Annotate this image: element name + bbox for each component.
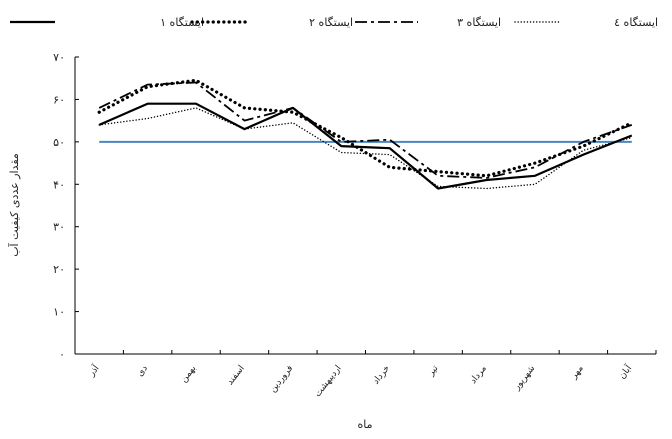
y-tick-label: ۴۰ — [53, 178, 65, 191]
legend-label: ایستگاه ۳ — [457, 16, 501, 29]
x-category-label: مهر — [569, 364, 586, 382]
legend-label: ایستگاه ٤ — [614, 16, 658, 29]
legend-item-2: ایستگاه ۲ — [190, 16, 353, 29]
series-line-3 — [98, 81, 633, 179]
legend-item-3: ایستگاه ۳ — [355, 16, 501, 29]
legend-label: ایستگاه ۲ — [309, 16, 353, 29]
legend: ایستگاه ۱ ایستگاه ۲ ایستگاه ۳ ایستگاه ٤ — [10, 16, 658, 29]
legend-label: ایستگاه ۱ — [160, 16, 204, 29]
x-category-label: خرداد — [371, 364, 392, 387]
y-tick-label: ۳۰ — [53, 221, 65, 234]
y-tick-label: ۱۰ — [53, 306, 65, 319]
x-category-label: مرداد — [469, 364, 489, 386]
x-category-label: دی — [135, 364, 150, 379]
x-category-label: اسفند — [225, 364, 246, 388]
y-axis-label: مقدار عددی کیفیت آب — [7, 153, 21, 257]
x-category-label: آبان — [616, 362, 635, 381]
series-line-1 — [98, 102, 633, 190]
y-tick-label: ۵۰ — [53, 136, 65, 149]
x-ticks: آذر دی بهمن اسفند فروردین اردیبهشت خرداد تیر مرد… — [74, 350, 657, 399]
x-category-label: شهریور — [511, 364, 537, 393]
x-category-label: اردیبهشت — [313, 364, 344, 399]
x-category-label: فروردین — [268, 364, 295, 395]
x-category-label: آذر — [85, 362, 102, 379]
x-category-label: تیر — [426, 363, 441, 378]
y-tick-label: ۷۰ — [53, 51, 65, 64]
legend-item-4: ایستگاه ٤ — [514, 16, 658, 29]
axes — [74, 57, 656, 355]
x-category-label: بهمن — [179, 364, 198, 385]
x-axis-label: ماه — [357, 418, 372, 431]
y-ticks: ۰ ۱۰ ۲۰ ۳۰ ۴۰ ۵۰ ۶۰ ۷۰ — [53, 51, 79, 361]
series-line-4 — [98, 107, 633, 190]
series-layer — [97, 78, 634, 190]
legend-item-1: ایستگاه ۱ — [10, 16, 204, 29]
y-tick-label: ۲۰ — [53, 263, 65, 276]
y-tick-label: ۶۰ — [53, 93, 65, 106]
y-tick-label: ۰ — [59, 348, 65, 361]
series-line-2 — [97, 78, 634, 178]
